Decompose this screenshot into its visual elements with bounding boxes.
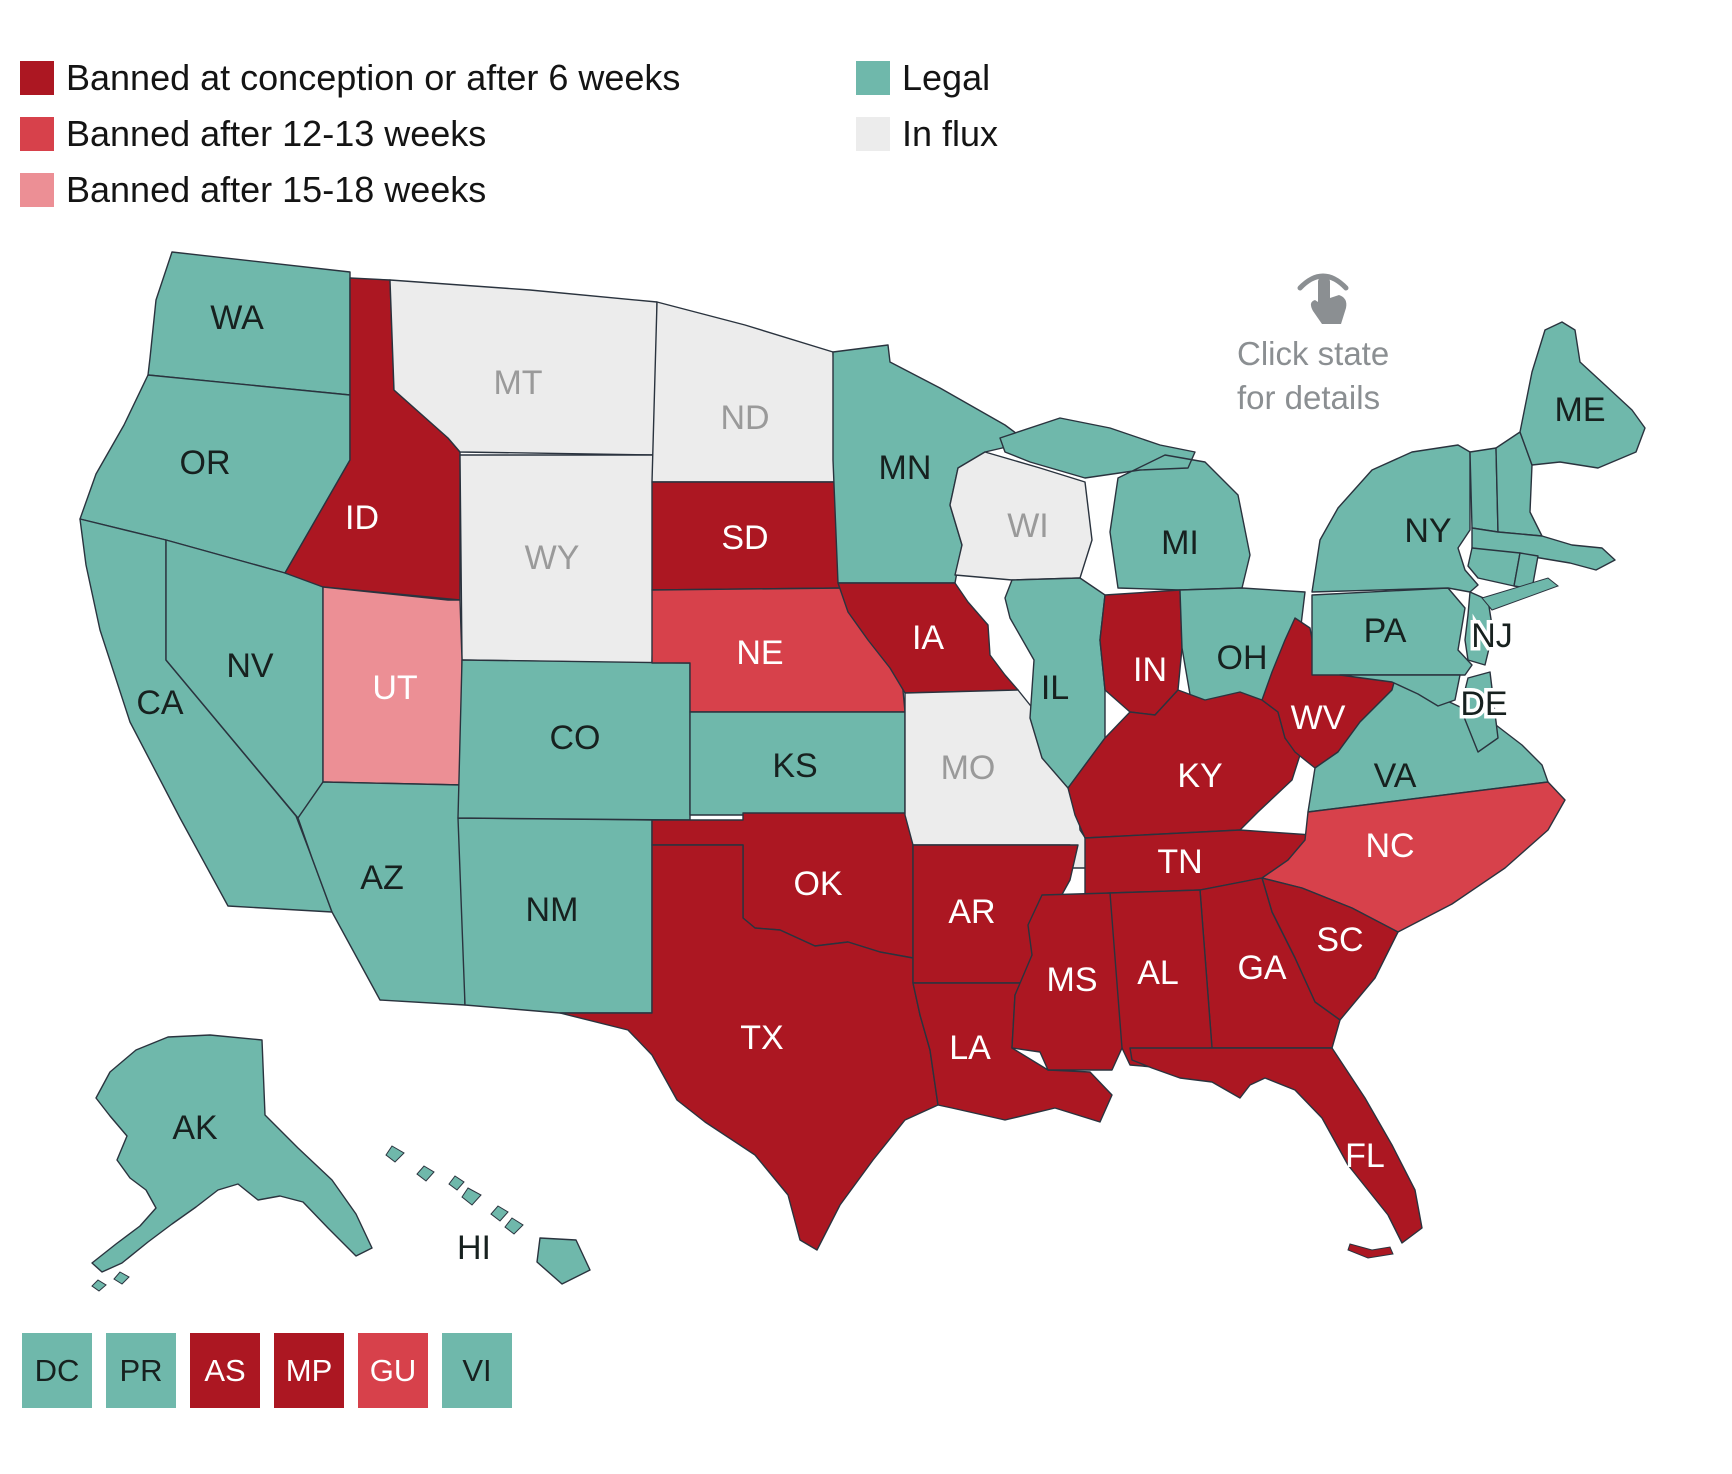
territory-VI[interactable]: VI xyxy=(442,1333,512,1408)
state-ND[interactable] xyxy=(651,301,839,483)
legend-label: Legal xyxy=(902,57,991,98)
state-IN[interactable] xyxy=(1099,589,1183,716)
legend-item-banned-15-18w: Banned after 15-18 weeks xyxy=(20,162,680,218)
territory-PR[interactable]: PR xyxy=(106,1333,176,1408)
hawaii-island xyxy=(504,1217,524,1235)
territory-GU[interactable]: GU xyxy=(358,1333,428,1408)
hawaii-island xyxy=(490,1205,509,1222)
hawaii-island xyxy=(461,1187,482,1206)
legend-column-left: Banned at conception or after 6 weeks Ba… xyxy=(20,50,680,218)
instruction-text: Click state for details xyxy=(1237,332,1389,420)
state-VT[interactable] xyxy=(1469,447,1499,533)
territory-DC[interactable]: DC xyxy=(22,1333,92,1408)
state-MS[interactable] xyxy=(1011,892,1123,1071)
state-UT[interactable] xyxy=(322,586,463,786)
state-MD[interactable] xyxy=(1339,674,1461,707)
legend-swatch-influx xyxy=(856,117,890,151)
state-WY[interactable] xyxy=(459,454,658,664)
hawaii-island xyxy=(416,1165,435,1182)
legend-item-influx: In flux xyxy=(856,106,998,162)
legend-swatch-banned-6w xyxy=(20,61,54,95)
legend-swatch-legal xyxy=(856,61,890,95)
alaska-island xyxy=(113,1271,130,1285)
state-MT[interactable] xyxy=(389,279,658,456)
legend-label: Banned after 15-18 weeks xyxy=(66,169,487,210)
hawaii-island xyxy=(385,1145,405,1163)
legend-item-banned-12-13w: Banned after 12-13 weeks xyxy=(20,106,680,162)
legend-label: In flux xyxy=(902,113,999,154)
legend-swatch-banned-12-13w xyxy=(20,117,54,151)
instruction-line-1: Click state xyxy=(1237,335,1390,372)
state-DE[interactable] xyxy=(1461,671,1499,753)
long-island xyxy=(1481,577,1560,611)
instruction-line-2: for details xyxy=(1237,379,1381,416)
legend-label: Banned after 12-13 weeks xyxy=(66,113,487,154)
state-NY[interactable] xyxy=(1311,444,1479,593)
hawaii-island xyxy=(448,1175,465,1191)
state-TX[interactable] xyxy=(559,844,939,1251)
click-cursor-icon xyxy=(1297,273,1349,324)
state-NM[interactable] xyxy=(457,817,653,1014)
state-IA[interactable] xyxy=(837,582,1019,694)
territories-row: DC PR AS MP GU VI xyxy=(0,1333,1732,1408)
legend-label: Banned at conception or after 6 weeks xyxy=(66,57,681,98)
florida-keys xyxy=(1347,1243,1394,1259)
state-KS[interactable] xyxy=(689,711,906,816)
state-ME[interactable] xyxy=(1519,321,1646,469)
state-CO[interactable] xyxy=(457,659,691,821)
state-MI[interactable] xyxy=(999,417,1251,591)
state-PA[interactable] xyxy=(1311,587,1473,676)
legend-swatch-banned-15-18w xyxy=(20,173,54,207)
state-AK[interactable] xyxy=(91,1034,373,1273)
state-WA[interactable] xyxy=(147,251,351,396)
state-HI[interactable] xyxy=(536,1237,591,1285)
state-AL[interactable] xyxy=(1109,889,1213,1069)
legend-item-banned-6w: Banned at conception or after 6 weeks xyxy=(20,50,680,106)
alaska-island xyxy=(91,1279,107,1292)
legend-item-legal: Legal xyxy=(856,50,998,106)
state-label-HI: HI xyxy=(457,1229,491,1267)
state-CT[interactable] xyxy=(1467,547,1521,587)
legend-column-right: Legal In flux xyxy=(856,50,998,162)
state-SD[interactable] xyxy=(651,481,859,591)
territory-MP[interactable]: MP xyxy=(274,1333,344,1408)
state-FL[interactable] xyxy=(1129,1047,1423,1244)
territory-AS[interactable]: AS xyxy=(190,1333,260,1408)
